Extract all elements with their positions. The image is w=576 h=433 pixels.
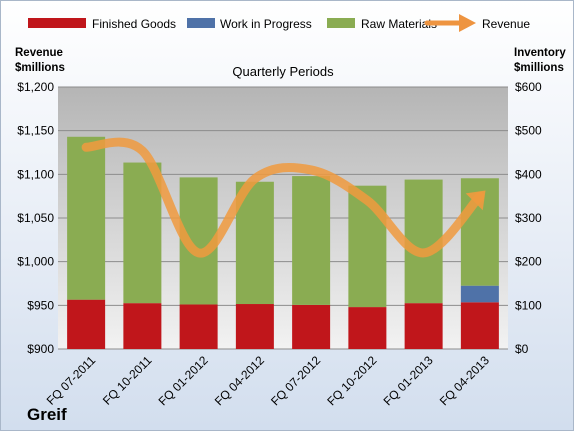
legend-swatch-raw-materials (327, 18, 355, 28)
revenue-line (81, 137, 485, 258)
x-axis-tick-label: FQ 10-2012 (324, 353, 379, 408)
bars-layer (67, 136, 499, 349)
legend-label-finished-goods: Finished Goods (92, 17, 176, 31)
bar-finished-goods (123, 303, 162, 349)
right-axis-tick-label: $0 (515, 342, 529, 356)
company-name: Greif (27, 405, 67, 424)
bar-work-in-progress (460, 285, 499, 303)
right-axis-tick-label: $600 (515, 80, 542, 94)
left-axis-tick-label: $1,200 (17, 80, 54, 94)
bar-raw-materials (292, 176, 331, 305)
x-axis-tick-label: FQ 10-2011 (100, 353, 155, 408)
bar-finished-goods (235, 304, 274, 349)
bar-raw-materials (123, 162, 162, 304)
left-axis-title-line1: Revenue (15, 47, 63, 59)
x-axis-tick-label: FQ 04-2013 (437, 353, 492, 408)
bar-finished-goods (404, 303, 443, 349)
x-axis-tick-label: FQ 04-2012 (212, 353, 267, 408)
legend-label-raw-materials: Raw Materials (361, 17, 437, 31)
right-axis-tick-label: $200 (515, 255, 542, 269)
right-axis-tick-label: $400 (515, 167, 542, 181)
legend-arrow-revenue (424, 14, 476, 32)
left-axis-tick-label: $1,150 (17, 124, 54, 138)
legend-label-work-in-progress: Work in Progress (220, 17, 312, 31)
right-axis-tick-label: $100 (515, 298, 542, 312)
revenue-arrowhead (465, 190, 486, 211)
left-axis-tick-label: $1,000 (17, 255, 54, 269)
right-axis-ticks: $0 $100 $200 $300 $400 $500 $600 (515, 80, 542, 356)
bar-finished-goods (460, 302, 499, 349)
bar-finished-goods (67, 299, 106, 349)
left-axis-tick-label: $1,050 (17, 211, 54, 225)
chart-title: Quarterly Periods (232, 64, 334, 79)
right-axis-title-line1: Inventory (514, 47, 566, 59)
legend-swatch-finished-goods (28, 18, 86, 28)
legend-label-revenue: Revenue (482, 17, 530, 31)
x-axis-tick-label: FQ 01-2013 (381, 353, 436, 408)
legend: Finished Goods Work in Progress Raw Mate… (28, 14, 530, 32)
legend-swatch-work-in-progress (187, 18, 215, 28)
bar-finished-goods (348, 307, 387, 349)
left-axis-ticks: $900 $950 $1,000 $1,050 $1,100 $1,150 $1,200 (17, 80, 54, 356)
x-axis-tick-label: FQ 07-2011 (44, 353, 99, 408)
x-axis-ticks: FQ 07-2011 FQ 10-2011 FQ 01-2012 FQ 04-2012… (44, 353, 493, 408)
right-axis-tick-label: $300 (515, 211, 542, 225)
revenue-line-layer (81, 137, 486, 258)
left-axis-tick-label: $900 (27, 342, 54, 356)
bar-finished-goods (292, 304, 331, 349)
left-axis-title-line2: $millions (15, 62, 65, 74)
right-axis-title-line2: $millions (514, 62, 564, 74)
left-axis-tick-label: $950 (27, 298, 54, 312)
right-axis-tick-label: $500 (515, 124, 542, 138)
bar-finished-goods (179, 304, 218, 349)
left-axis-tick-label: $1,100 (17, 167, 54, 181)
bar-raw-materials (404, 179, 443, 304)
x-axis-tick-label: FQ 01-2012 (156, 353, 211, 408)
bar-raw-materials (67, 136, 106, 300)
x-axis-tick-label: FQ 07-2012 (268, 353, 323, 408)
